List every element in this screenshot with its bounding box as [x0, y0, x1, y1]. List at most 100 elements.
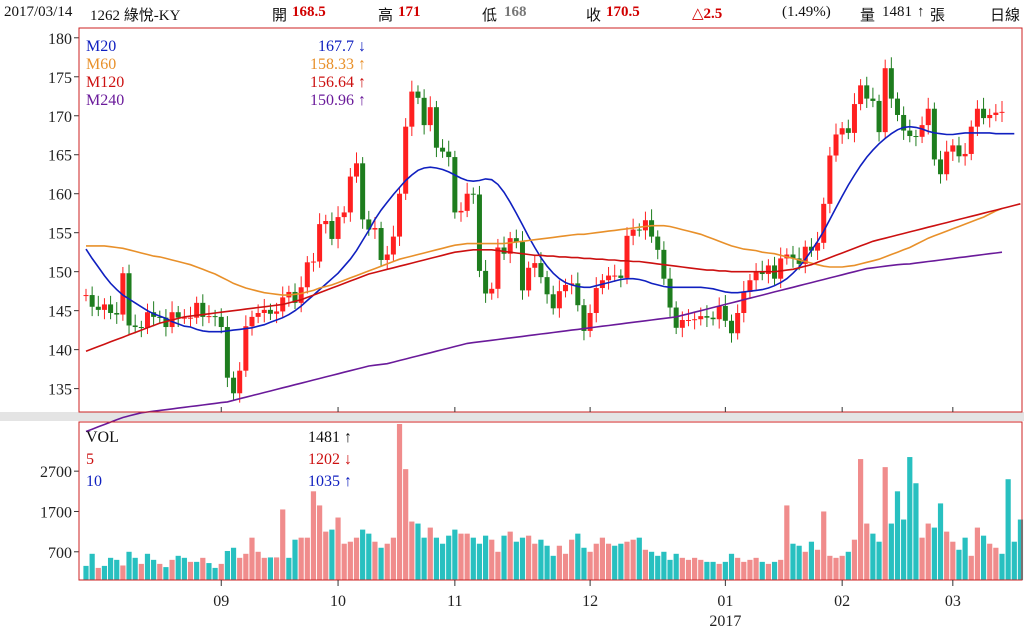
volume-bar	[821, 511, 827, 580]
volume-bar	[759, 561, 765, 580]
ma-legend-value: 167.7	[318, 38, 354, 55]
close-value: 170.5	[606, 4, 640, 20]
volume-tick-label: 1700	[40, 504, 72, 521]
volume-bar	[507, 531, 513, 580]
low-value: 168	[504, 4, 527, 20]
candle	[544, 270, 550, 304]
volume-unit: 張	[930, 8, 946, 24]
candle	[741, 281, 747, 323]
volume-legend-value: 1481	[308, 429, 340, 446]
volume-bar	[587, 551, 593, 580]
candle	[446, 140, 452, 167]
candle	[489, 282, 495, 300]
volume-bar	[403, 469, 409, 580]
volume-bar	[132, 557, 138, 580]
candle	[108, 295, 114, 320]
candle	[341, 206, 347, 224]
candle	[864, 76, 870, 108]
volume-bar	[433, 537, 440, 580]
ma-line-m20	[85, 125, 1015, 333]
candle-body	[802, 246, 808, 264]
volume-bar	[556, 545, 562, 580]
candle-body	[114, 312, 120, 315]
volume-bar	[489, 539, 495, 580]
candle-body	[827, 155, 833, 204]
candle	[882, 59, 888, 139]
volume-bar	[446, 535, 452, 580]
volume-bar	[323, 531, 329, 580]
candle	[870, 87, 876, 108]
volume-bar	[870, 533, 876, 580]
volume-bar	[778, 559, 784, 580]
candle	[636, 223, 642, 237]
candle-body	[938, 159, 944, 175]
candle-body	[274, 311, 280, 314]
candle	[815, 231, 821, 260]
ma-legend-value: 156.64	[310, 74, 354, 91]
candle-body	[403, 126, 409, 194]
year-label: 2017	[709, 613, 741, 630]
volume-bar	[661, 551, 667, 580]
candle-body	[415, 91, 421, 98]
candle-body	[206, 316, 212, 318]
candle-body	[655, 236, 661, 250]
volume-bar	[544, 545, 550, 580]
change-value: △2.5	[692, 6, 723, 22]
volume-bar	[685, 559, 692, 580]
candle	[335, 206, 341, 249]
candle-body	[421, 97, 427, 126]
volume-bar	[187, 561, 194, 580]
volume-bar	[858, 459, 864, 580]
candle-body	[587, 312, 593, 331]
candle-body	[759, 271, 765, 275]
candle-body	[735, 312, 741, 334]
volume-bar	[249, 537, 255, 580]
month-label: 03	[945, 593, 961, 610]
candle	[931, 102, 937, 166]
volume-bar	[101, 565, 108, 580]
candle-body	[851, 104, 857, 133]
volume-bar	[980, 535, 987, 580]
candle-body	[815, 242, 821, 251]
candle-body	[138, 327, 144, 329]
month-label: 10	[330, 593, 346, 610]
volume-bar	[735, 557, 741, 580]
ma-legend-name: M20	[86, 38, 116, 55]
ma-legend-box	[82, 31, 372, 123]
month-label: 11	[447, 593, 462, 610]
volume-trend-arrow-icon: ↓	[344, 451, 352, 468]
candle	[452, 150, 458, 219]
candle	[925, 97, 931, 135]
candle-body	[218, 316, 224, 328]
volume-bar	[710, 561, 716, 580]
candle-body	[347, 176, 353, 213]
volume-value: 1481	[882, 4, 912, 20]
candle-body	[796, 258, 802, 264]
price-tick-label: 150	[48, 265, 72, 282]
candle	[587, 304, 593, 338]
volume-bar	[286, 557, 292, 580]
candle-body	[298, 287, 304, 303]
volume-bar	[458, 533, 464, 580]
volume-bar	[648, 551, 655, 580]
volume-bar	[194, 561, 200, 580]
candle-body	[612, 275, 618, 277]
candle	[224, 316, 230, 388]
candle-body	[526, 267, 532, 291]
candle	[845, 119, 851, 140]
volume-bar	[894, 491, 901, 580]
volume-bar	[439, 543, 446, 580]
candle-body	[538, 263, 544, 278]
volume-bar	[126, 551, 132, 580]
ticker-name: 1262 綠悅-KY	[90, 8, 181, 24]
candle	[132, 314, 138, 334]
volume-bar	[839, 555, 845, 580]
volume-bar	[618, 543, 624, 580]
candle-body	[101, 304, 107, 310]
candle-body	[864, 85, 870, 99]
candle	[642, 211, 648, 240]
volume-bar	[273, 557, 280, 580]
candle-body	[181, 317, 187, 319]
volume-bar	[944, 531, 950, 580]
volume-panel: 700 1700 2700	[40, 424, 1024, 580]
